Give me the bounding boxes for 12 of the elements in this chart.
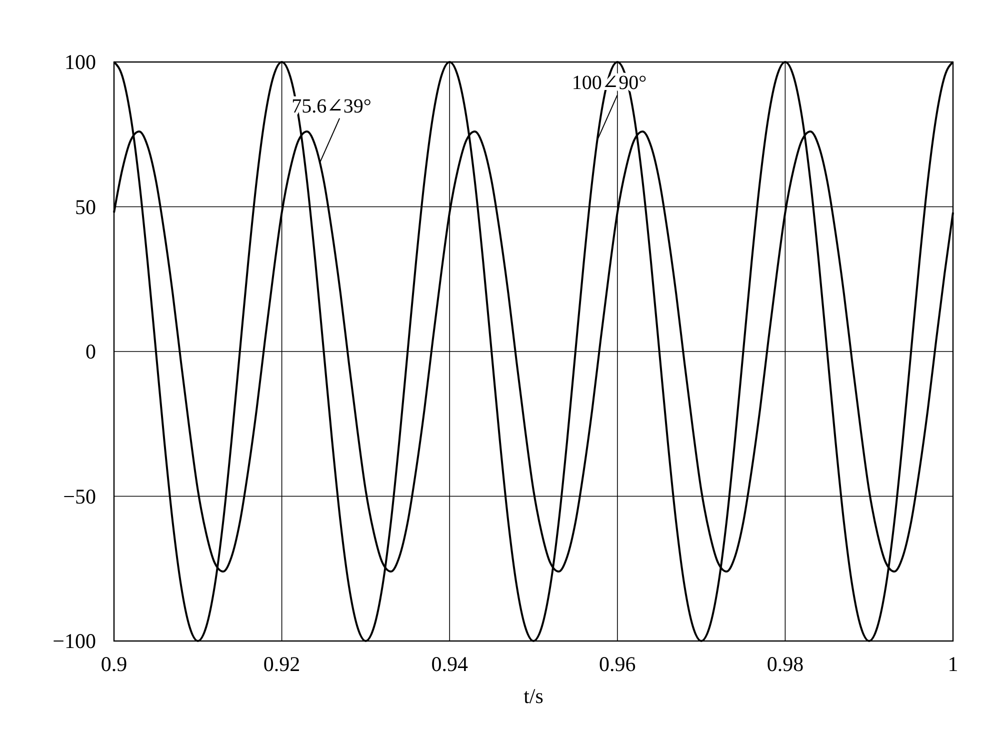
y-tick-label: −100 [52,629,96,653]
x-tick-label: 0.98 [766,652,804,676]
y-tick-label: 100 [64,50,96,74]
x-tick-label: 0.9 [100,652,128,676]
x-tick-label: 0.96 [599,652,636,676]
x-tick-label: 0.94 [431,652,468,676]
x-axis-title: t/s [524,684,544,708]
y-tick-label: 50 [75,194,96,219]
x-tick-label: 1 [948,652,958,676]
y-tick-label: −50 [63,484,96,508]
y-tick-label: 0 [86,340,96,364]
x-tick-label: 0.92 [263,652,300,676]
